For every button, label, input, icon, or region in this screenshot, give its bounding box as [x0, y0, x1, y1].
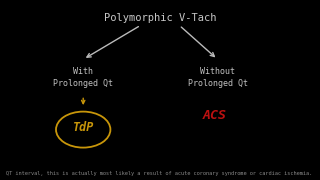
Text: TdP: TdP: [73, 121, 94, 134]
Text: QT interval, this is actually most likely a result of acute coronary syndrome or: QT interval, this is actually most likel…: [6, 171, 313, 176]
Text: Polymorphic V-Tach: Polymorphic V-Tach: [104, 13, 216, 23]
Text: ACS: ACS: [203, 109, 227, 122]
Text: With
Prolonged Qt: With Prolonged Qt: [53, 67, 113, 88]
Text: Without
Prolonged Qt: Without Prolonged Qt: [188, 67, 248, 88]
